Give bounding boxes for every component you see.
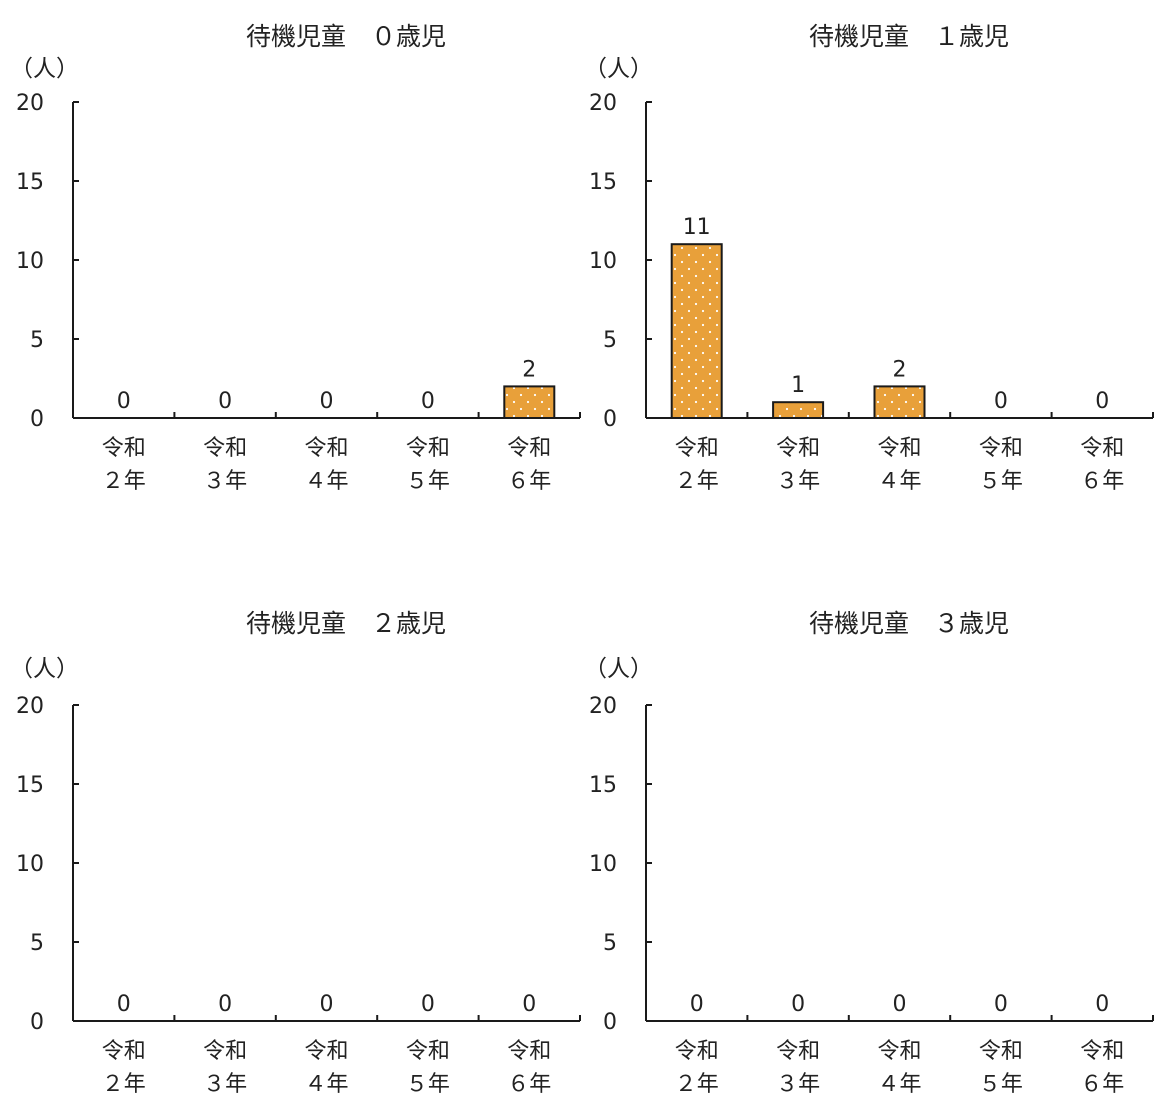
y-tick-label: 15 <box>589 773 617 798</box>
chart-panel-0: 待機児童 ０歳児 （人） 0 5 10 15 20 0 令和 ２年 0 令和 ３年 0 令和 ４年 0 令和 ５年 2… <box>10 22 581 494</box>
category-label-line1: 令和 <box>1080 436 1124 461</box>
category-label-line2: ３年 <box>776 1072 820 1097</box>
category-label-line2: ６年 <box>1080 469 1124 494</box>
data-label: 1 <box>791 373 805 398</box>
category-label-line2: ５年 <box>406 469 450 494</box>
category-label-line1: 令和 <box>406 1039 450 1064</box>
bar <box>772 401 825 420</box>
category-label-line2: ３年 <box>203 469 247 494</box>
category-label-line2: ５年 <box>979 469 1023 494</box>
data-label: 0 <box>893 992 907 1017</box>
category-label-line1: 令和 <box>979 1039 1023 1064</box>
data-label: 2 <box>522 357 536 382</box>
data-label: 0 <box>421 992 435 1017</box>
y-tick-label: 5 <box>30 328 44 353</box>
category-label-line2: ４年 <box>877 1072 921 1097</box>
y-tick-label: 10 <box>16 249 44 274</box>
category-label-line1: 令和 <box>776 1039 820 1064</box>
category-label-line2: ６年 <box>507 1072 551 1097</box>
category-label-line1: 令和 <box>1080 1039 1124 1064</box>
category-label-line1: 令和 <box>507 436 551 461</box>
category-label-line1: 令和 <box>507 1039 551 1064</box>
category-label-line1: 令和 <box>877 1039 921 1064</box>
y-axis-unit-label: （人） <box>584 56 653 82</box>
category-label-line2: ５年 <box>979 1072 1023 1097</box>
category-label-line1: 令和 <box>406 436 450 461</box>
data-label: 11 <box>683 215 711 240</box>
y-tick-label: 5 <box>603 328 617 353</box>
y-tick-label: 0 <box>30 1010 44 1035</box>
chart-title: 待機児童 ３歳児 <box>809 609 1009 638</box>
category-label-line1: 令和 <box>675 436 719 461</box>
category-label-line2: ６年 <box>507 469 551 494</box>
category-label-line2: ４年 <box>304 469 348 494</box>
category-label-line2: ２年 <box>102 469 146 494</box>
y-tick-label: 20 <box>589 91 617 116</box>
data-label: 0 <box>791 992 805 1017</box>
category-label-line1: 令和 <box>675 1039 719 1064</box>
data-label: 0 <box>522 992 536 1017</box>
y-axis-unit-label: （人） <box>584 656 653 682</box>
category-label-line2: ２年 <box>102 1072 146 1097</box>
y-tick-label: 5 <box>603 931 617 956</box>
category-label-line2: ２年 <box>675 469 719 494</box>
y-tick-label: 15 <box>16 170 44 195</box>
category-label-line1: 令和 <box>102 436 146 461</box>
data-label: 0 <box>690 992 704 1017</box>
data-label: 0 <box>1095 992 1109 1017</box>
data-label: 0 <box>994 992 1008 1017</box>
data-label: 0 <box>994 389 1008 414</box>
y-tick-label: 10 <box>589 852 617 877</box>
y-tick-label: 15 <box>589 170 617 195</box>
category-label-line2: ４年 <box>304 1072 348 1097</box>
data-label: 0 <box>1095 389 1109 414</box>
category-label-line2: ３年 <box>203 1072 247 1097</box>
bar <box>873 385 926 419</box>
y-tick-label: 20 <box>589 694 617 719</box>
y-tick-label: 0 <box>603 407 617 432</box>
data-label: 0 <box>218 992 232 1017</box>
data-label: 0 <box>117 389 131 414</box>
data-label: 0 <box>320 389 334 414</box>
chart-title: 待機児童 ２歳児 <box>246 609 446 638</box>
chart-panel-1: 待機児童 １歳児 （人） 0 5 10 15 20 11 令和 ２年 1 令和 ３年 2 令和 ４年 0 令和 ５年… <box>584 22 1154 494</box>
chart-panel-2: 待機児童 ２歳児 （人） 0 5 10 15 20 0 令和 ２年 0 令和 ３年 0 令和 ４年 0 令和 ５年 0… <box>10 609 581 1097</box>
category-label-line2: ４年 <box>877 469 921 494</box>
category-label-line1: 令和 <box>102 1039 146 1064</box>
category-label-line2: ５年 <box>406 1072 450 1097</box>
chart-title: 待機児童 ０歳児 <box>246 22 446 51</box>
chart-title: 待機児童 １歳児 <box>809 22 1009 51</box>
data-label: 0 <box>421 389 435 414</box>
y-tick-label: 20 <box>16 694 44 719</box>
bar <box>503 385 556 419</box>
y-tick-label: 0 <box>603 1010 617 1035</box>
category-label-line1: 令和 <box>304 436 348 461</box>
category-label-line1: 令和 <box>203 436 247 461</box>
y-axis-unit-label: （人） <box>10 656 79 682</box>
category-label-line1: 令和 <box>203 1039 247 1064</box>
y-tick-label: 20 <box>16 91 44 116</box>
data-label: 2 <box>893 357 907 382</box>
category-label-line2: ２年 <box>675 1072 719 1097</box>
category-label-line2: ６年 <box>1080 1072 1124 1097</box>
chart-panel-3: 待機児童 ３歳児 （人） 0 5 10 15 20 0 令和 ２年 0 令和 ３年 0 令和 ４年 0 令和 ５年 0… <box>584 609 1154 1097</box>
category-label-line1: 令和 <box>304 1039 348 1064</box>
y-tick-label: 10 <box>589 249 617 274</box>
y-tick-label: 15 <box>16 773 44 798</box>
y-axis-unit-label: （人） <box>10 56 79 82</box>
y-tick-label: 10 <box>16 852 44 877</box>
category-label-line1: 令和 <box>776 436 820 461</box>
category-label-line1: 令和 <box>979 436 1023 461</box>
category-label-line2: ３年 <box>776 469 820 494</box>
y-tick-label: 0 <box>30 407 44 432</box>
bar <box>670 243 723 419</box>
y-tick-label: 5 <box>30 931 44 956</box>
category-label-line1: 令和 <box>877 436 921 461</box>
data-label: 0 <box>218 389 232 414</box>
data-label: 0 <box>320 992 334 1017</box>
data-label: 0 <box>117 992 131 1017</box>
